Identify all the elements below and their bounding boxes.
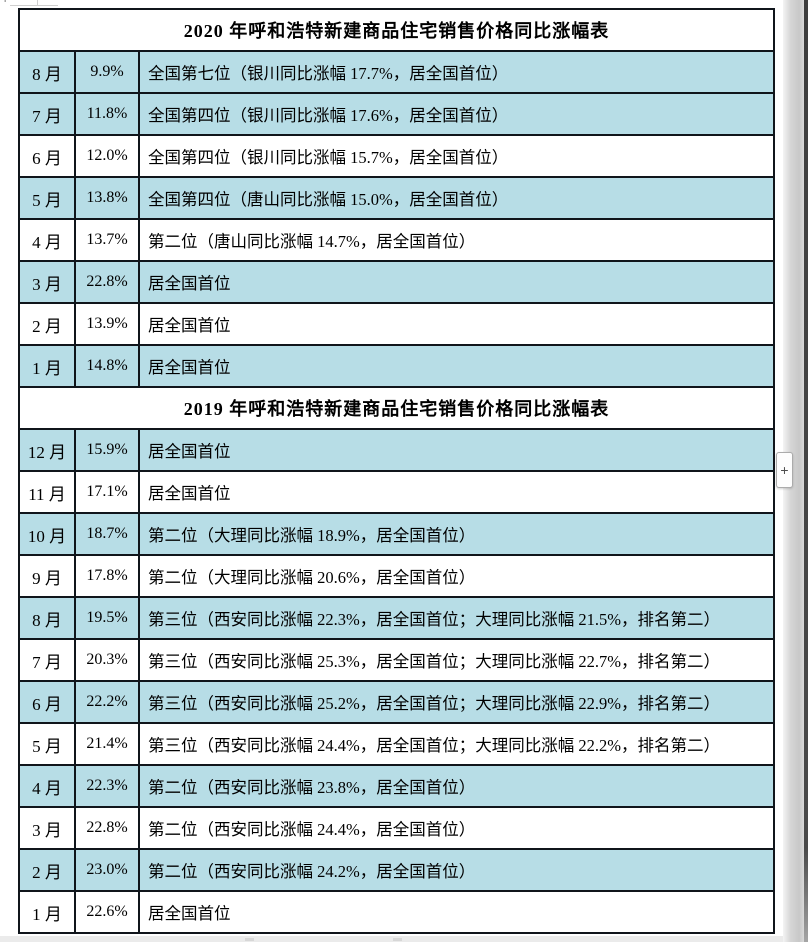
page-bottom-edge [0, 936, 783, 942]
rate-cell: 22.8% [76, 262, 140, 302]
note-cell: 第三位（西安同比涨幅 25.3%，居全国首位；大理同比涨幅 22.7%，排名第二… [148, 652, 720, 671]
table-row: 7 月 20.3% 第三位（西安同比涨幅 25.3%，居全国首位；大理同比涨幅 22… [20, 638, 773, 680]
note-cell: 第二位（大理同比涨幅 18.9%，居全国首位） [148, 526, 476, 545]
table-row: 3 月 22.8% 第二位（西安同比涨幅 24.4%，居全国首位） [20, 806, 773, 848]
table-row: 8 月 9.9% 全国第七位（银川同比涨幅 17.7%，居全国首位） [20, 50, 773, 92]
table-row: 4 月 22.3% 第二位（西安同比涨幅 23.8%，居全国首位） [20, 764, 773, 806]
month-cell: 3 月 [20, 262, 76, 302]
month-cell: 1 月 [20, 346, 76, 386]
note-cell: 全国第四位（唐山同比涨幅 15.0%，居全国首位） [148, 190, 509, 209]
page-bottom-mark [245, 938, 254, 941]
table-row: 8 月 19.5% 第三位（西安同比涨幅 22.3%，居全国首位；大理同比涨幅 21… [20, 596, 773, 638]
rate-cell: 22.3% [76, 766, 140, 806]
table-title-row: 2020 年呼和浩特新建商品住宅销售价格同比涨幅表 [183, 21, 610, 41]
month-cell: 11 月 [20, 472, 76, 512]
page-bottom-mark [393, 938, 402, 941]
month-cell: 12 月 [20, 430, 76, 470]
note-cell: 第三位（西安同比涨幅 22.3%，居全国首位；大理同比涨幅 21.5%，排名第二… [148, 610, 720, 629]
note-cell: 居全国首位 [148, 904, 231, 923]
rate-cell: 17.8% [76, 556, 140, 596]
gridline-artifact [37, 0, 38, 6]
window-edge [804, 0, 808, 942]
table-row: 6 月 22.2% 第三位（西安同比涨幅 25.2%，居全国首位；大理同比涨幅 22… [20, 680, 773, 722]
table-row: 9 月 17.8% 第二位（大理同比涨幅 20.6%，居全国首位） [20, 554, 773, 596]
table-row: 1 月 22.6% 居全国首位 [20, 890, 773, 932]
table-row: 2 月 13.9% 居全国首位 [20, 302, 773, 344]
note-cell: 第二位（西安同比涨幅 23.8%，居全国首位） [148, 778, 476, 797]
month-cell: 2 月 [20, 850, 76, 890]
month-cell: 10 月 [20, 514, 76, 554]
note-cell: 第二位（唐山同比涨幅 14.7%，居全国首位） [148, 232, 476, 251]
month-cell: 5 月 [20, 178, 76, 218]
month-cell: 7 月 [20, 94, 76, 134]
table-row: 3 月 22.8% 居全国首位 [20, 260, 773, 302]
month-cell: 8 月 [20, 598, 76, 638]
table-row: 5 月 21.4% 第三位（西安同比涨幅 24.4%，居全国首位；大理同比涨幅 22… [20, 722, 773, 764]
table-move-handle-icon: ✛ [1, 0, 13, 6]
plus-button[interactable]: + [776, 452, 793, 488]
note-cell: 居全国首位 [148, 484, 231, 503]
rate-cell: 22.2% [76, 682, 140, 722]
rate-cell: 20.3% [76, 640, 140, 680]
month-cell: 6 月 [20, 136, 76, 176]
table-row: 7 月 11.8% 全国第四位（银川同比涨幅 17.6%，居全国首位） [20, 92, 773, 134]
table-row: 1 月 14.8% 居全国首位 [20, 344, 773, 386]
table-row: 12 月 15.9% 居全国首位 [20, 428, 773, 470]
rate-cell: 17.1% [76, 472, 140, 512]
month-cell: 3 月 [20, 808, 76, 848]
table-title-row: 2019 年呼和浩特新建商品住宅销售价格同比涨幅表 [20, 386, 773, 428]
month-cell: 8 月 [20, 52, 76, 92]
table-row: 2 月 23.0% 第二位（西安同比涨幅 24.2%，居全国首位） [20, 848, 773, 890]
table-row: 11 月 17.1% 居全国首位 [20, 470, 773, 512]
table-row: 6 月 12.0% 全国第四位（银川同比涨幅 15.7%，居全国首位） [20, 134, 773, 176]
rate-cell: 23.0% [76, 850, 140, 890]
note-cell: 全国第四位（银川同比涨幅 17.6%，居全国首位） [148, 106, 509, 125]
month-cell: 4 月 [20, 220, 76, 260]
rate-cell: 18.7% [76, 514, 140, 554]
note-cell: 居全国首位 [148, 274, 231, 293]
table-row: 5 月 13.8% 全国第四位（唐山同比涨幅 15.0%，居全国首位） [20, 176, 773, 218]
rate-cell: 22.8% [76, 808, 140, 848]
month-cell: 9 月 [20, 556, 76, 596]
rate-cell: 13.9% [76, 304, 140, 344]
month-cell: 5 月 [20, 724, 76, 764]
note-cell: 第二位（大理同比涨幅 20.6%，居全国首位） [148, 568, 476, 587]
rate-cell: 15.9% [76, 430, 140, 470]
month-cell: 6 月 [20, 682, 76, 722]
table-row: 4 月 13.7% 第二位（唐山同比涨幅 14.7%，居全国首位） [20, 218, 773, 260]
note-cell: 第三位（西安同比涨幅 25.2%，居全国首位；大理同比涨幅 22.9%，排名第二… [148, 694, 720, 713]
gridline-artifact [10, 5, 58, 6]
note-cell: 第三位（西安同比涨幅 24.4%，居全国首位；大理同比涨幅 22.2%，排名第二… [148, 736, 720, 755]
rate-cell: 21.4% [76, 724, 140, 764]
month-cell: 4 月 [20, 766, 76, 806]
rate-cell: 14.8% [76, 346, 140, 386]
month-cell: 2 月 [20, 304, 76, 344]
rate-cell: 13.8% [76, 178, 140, 218]
note-cell: 居全国首位 [148, 316, 231, 335]
month-cell: 1 月 [20, 892, 76, 932]
rate-cell: 9.9% [76, 52, 140, 92]
note-cell: 居全国首位 [148, 358, 231, 377]
rate-cell: 22.6% [76, 892, 140, 932]
note-cell: 居全国首位 [148, 442, 231, 461]
month-cell: 7 月 [20, 640, 76, 680]
note-cell: 第二位（西安同比涨幅 24.2%，居全国首位） [148, 862, 476, 881]
note-cell: 第二位（西安同比涨幅 24.4%，居全国首位） [148, 820, 476, 839]
rate-cell: 12.0% [76, 136, 140, 176]
table-row: 10 月 18.7% 第二位（大理同比涨幅 18.9%，居全国首位） [20, 512, 773, 554]
document-tables: 2020 年呼和浩特新建商品住宅销售价格同比涨幅表 8 月 9.9% 全国第七位（银川… [18, 8, 775, 934]
rate-cell: 19.5% [76, 598, 140, 638]
rate-cell: 13.7% [76, 220, 140, 260]
note-cell: 全国第四位（银川同比涨幅 15.7%，居全国首位） [148, 148, 509, 167]
rate-cell: 11.8% [76, 94, 140, 134]
note-cell: 全国第七位（银川同比涨幅 17.7%，居全国首位） [148, 64, 509, 83]
